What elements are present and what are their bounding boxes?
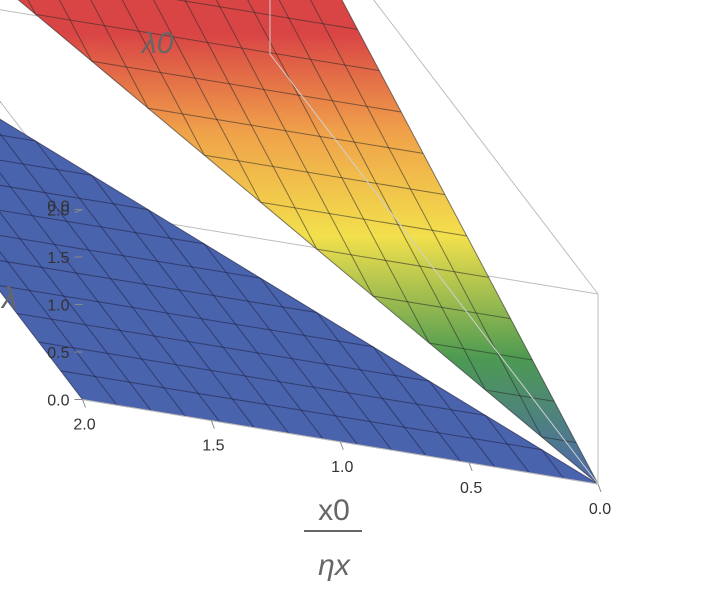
y-tick-mark: [0, 101, 1, 103]
x-tick-label: 2.0: [73, 417, 95, 434]
x-tick-mark: [339, 441, 344, 450]
mesh-line: [372, 346, 461, 462]
mesh-line: [372, 295, 511, 320]
x-tick-mark: [82, 399, 86, 408]
x-tick-label: 1.0: [331, 459, 353, 476]
mesh-line: [316, 312, 427, 457]
mesh-line: [0, 134, 36, 142]
mesh-line: [153, 0, 262, 203]
mesh-line: [260, 201, 467, 237]
y-tick-mark: [74, 209, 83, 213]
mesh-line: [38, 341, 486, 416]
z-tick-label: 2.0: [47, 203, 69, 220]
mesh-line: [35, 13, 380, 72]
mesh-line: [147, 209, 324, 440]
z-tick-label: 1.0: [47, 298, 69, 315]
box-edge: [373, 0, 599, 295]
x-tick-label: 0.5: [460, 480, 482, 497]
mesh-line: [90, 0, 149, 109]
x-tick-label: 0.0: [589, 501, 611, 518]
x-tick-mark: [210, 420, 215, 429]
surface-mesh: [0, 0, 599, 485]
mesh-line: [485, 389, 555, 402]
mesh-line: [0, 132, 221, 423]
mesh-line: [148, 107, 424, 154]
box-edge: [269, 53, 599, 485]
mesh-line: [278, 0, 486, 391]
mesh-line: [0, 285, 374, 348]
x-axis-label-numerator: x0: [318, 494, 350, 527]
mesh-line: [0, 234, 261, 279]
mesh-line: [91, 60, 402, 113]
mesh-line: [541, 449, 565, 479]
mesh-line: [203, 243, 358, 445]
mesh-line: [35, 140, 255, 428]
mesh-line: [428, 380, 496, 468]
mesh-line: [429, 342, 533, 361]
x-axis-label-denominator: ηx: [318, 549, 351, 582]
mesh-line: [0, 184, 149, 211]
mesh-line: [204, 154, 446, 196]
z-tick-label: 0.0: [47, 393, 69, 410]
x-tick-mark: [468, 462, 473, 472]
y-axis-label: λ0: [140, 27, 174, 60]
z-tick-label: 1.5: [47, 250, 69, 267]
mesh-line: [215, 0, 374, 297]
x-tick-mark: [597, 483, 602, 493]
mesh-line: [0, 172, 186, 417]
mesh-line: [316, 248, 489, 278]
mesh-line: [121, 0, 205, 156]
mesh-line: [0, 251, 118, 406]
surface-sloped-outline: [17, 0, 599, 485]
mesh-line: [91, 174, 290, 434]
tick-labels: 0.00.51.01.52.00.00.51.01.52.00.00.51.01…: [0, 101, 611, 518]
z-axis-label: λ: [0, 282, 17, 315]
z-tick-label: 0.5: [47, 345, 69, 362]
x-tick-label: 1.5: [202, 438, 224, 455]
mesh-line: [260, 277, 393, 451]
mesh-line: [541, 436, 577, 444]
mesh-line: [0, 211, 152, 412]
mesh-line: [485, 415, 530, 474]
surfaces: [0, 0, 599, 485]
y-tick-label: 0.0: [47, 199, 69, 216]
mesh-line: [175, 0, 358, 30]
